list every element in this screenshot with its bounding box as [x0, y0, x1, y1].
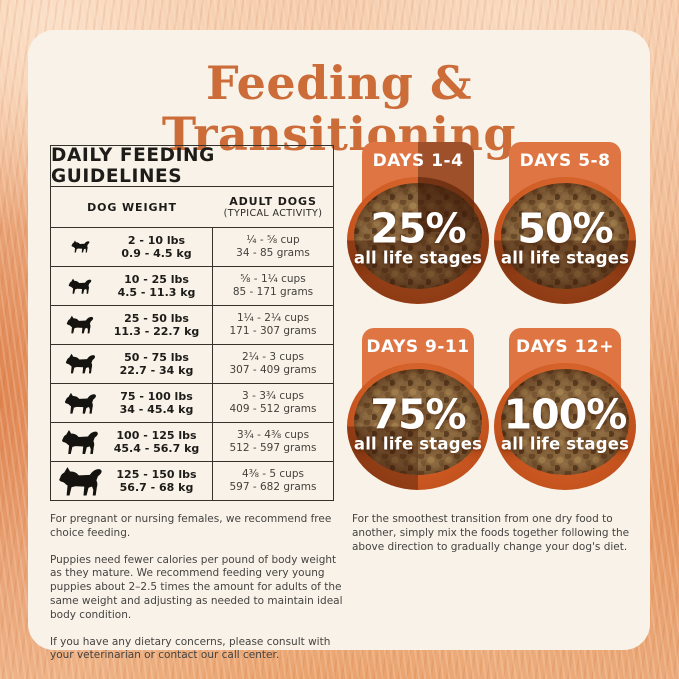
days-badge: DAYS 1-4 [362, 142, 474, 232]
weight-lbs: 75 - 100 lbs [120, 389, 193, 403]
table-row: 100 - 125 lbs 45.4 - 56.7 kg 3¾ - 4⅜ cups… [51, 423, 333, 462]
food-bowl: 100% all life stages [494, 363, 636, 490]
column-header-adult-dogs-line1: ADULT DOGS [229, 195, 317, 208]
kibble-texture [354, 369, 482, 475]
weight-lbs: 2 - 10 lbs [127, 233, 186, 247]
note-puppies: Puppies need fewer calories per pound of… [50, 553, 343, 621]
table-row: 2 - 10 lbs 0.9 - 4.5 kg ¼ - ⅝ cup 34 - 85 … [51, 228, 333, 267]
dog-icon [65, 354, 95, 374]
percent-subtitle: all life stages [353, 247, 483, 267]
table-row: 25 - 50 lbs 11.3 - 22.7 kg 1¼ - 2¼ cups 17… [51, 306, 333, 345]
amount-grams: 597 - 682 grams [229, 481, 317, 493]
dog-icon [66, 316, 94, 334]
table-row: 50 - 75 lbs 22.7 - 34 kg 2¼ - 3 cups 307 -… [51, 345, 333, 384]
dog-icon [68, 278, 92, 294]
days-badge: DAYS 12+ [509, 328, 621, 418]
kibble-texture [501, 369, 629, 475]
amount-cups: ¼ - ⅝ cup [246, 233, 300, 246]
transition-bowl-days-9-11: DAYS 9-11 75% all life stages [344, 326, 492, 498]
kibble-texture [501, 183, 629, 289]
amount-cups: 3¾ - 4⅜ cups [236, 428, 310, 441]
transition-bowl-days-5-8: DAYS 5-8 50% all life stages [491, 140, 639, 312]
kibble-texture [354, 183, 482, 289]
table-header-row: DOG WEIGHT ADULT DOGS (TYPICAL ACTIVITY) [51, 187, 333, 228]
percent-value: 25% [370, 203, 466, 252]
note-pregnant-nursing: For pregnant or nursing females, we reco… [50, 513, 332, 539]
dog-icon [58, 466, 102, 496]
table-row: 125 - 150 lbs 56.7 - 68 kg 4⅜ - 5 cups 597… [51, 462, 333, 500]
table-row: 10 - 25 lbs 4.5 - 11.3 kg ⅝ - 1¼ cups 85 -… [51, 267, 333, 306]
feeding-notes: For pregnant or nursing females, we reco… [50, 513, 344, 676]
table-row: 75 - 100 lbs 34 - 45.4 kg 3 - 3¾ cups 409 … [51, 384, 333, 423]
days-label: DAYS 1-4 [372, 151, 464, 171]
weight-kg: 0.9 - 4.5 kg [121, 247, 192, 260]
transition-note: For the smoothest transition from one dr… [352, 513, 642, 567]
weight-kg: 45.4 - 56.7 kg [113, 442, 200, 455]
days-label: DAYS 9-11 [366, 337, 470, 357]
amount-cups: 4⅜ - 5 cups [242, 467, 304, 480]
days-badge: DAYS 9-11 [362, 328, 474, 418]
feeding-guidelines-table: DAILY FEEDING GUIDELINES DOG WEIGHT ADUL… [50, 145, 334, 501]
dog-icon [71, 240, 89, 253]
weight-lbs: 25 - 50 lbs [124, 311, 189, 325]
weight-kg: 11.3 - 22.7 kg [113, 325, 200, 338]
weight-lbs: 10 - 25 lbs [124, 272, 189, 286]
weight-kg: 34 - 45.4 kg [119, 403, 194, 416]
percent-subtitle: all life stages [353, 433, 483, 453]
transition-bowl-days-12-plus: DAYS 12+ 100% all life stages [491, 326, 639, 498]
food-bowl: 25% all life stages [347, 177, 489, 304]
bowl-shade [347, 363, 489, 490]
column-header-dog-weight: DOG WEIGHT [87, 200, 177, 214]
dog-icon [64, 392, 96, 414]
content-card: Feeding & Transitioning DAILY FEEDING GU… [28, 30, 650, 661]
bowl-shade [347, 177, 489, 304]
weight-lbs: 50 - 75 lbs [124, 350, 189, 364]
percent-subtitle: all life stages [500, 433, 630, 453]
amount-grams: 85 - 171 grams [232, 286, 314, 298]
weight-kg: 22.7 - 34 kg [119, 364, 194, 377]
amount-cups: 3 - 3¾ cups [242, 389, 304, 402]
days-label: DAYS 5-8 [519, 151, 611, 171]
percent-block: 50% all life stages [494, 207, 636, 267]
bowl-shade [494, 177, 636, 304]
amount-cups: 1¼ - 2¼ cups [236, 311, 310, 324]
amount-grams: 171 - 307 grams [229, 325, 317, 337]
note-transition: For the smoothest transition from one dr… [352, 513, 630, 553]
amount-cups: 2¼ - 3 cups [242, 350, 304, 363]
percent-value: 50% [517, 203, 613, 252]
weight-lbs: 125 - 150 lbs [116, 467, 197, 481]
amount-grams: 307 - 409 grams [229, 364, 317, 376]
badge-shade [362, 142, 474, 232]
days-badge: DAYS 5-8 [509, 142, 621, 232]
weight-kg: 4.5 - 11.3 kg [117, 286, 196, 299]
note-dietary-concerns: If you have any dietary concerns, please… [50, 635, 331, 662]
food-bowl: 75% all life stages [347, 363, 489, 490]
percent-value: 100% [503, 389, 628, 438]
percent-block: 100% all life stages [494, 393, 636, 453]
page-title: Feeding & Transitioning [161, 56, 517, 161]
weight-kg: 56.7 - 68 kg [119, 481, 194, 494]
amount-grams: 34 - 85 grams [236, 247, 310, 259]
food-bowl: 50% all life stages [494, 177, 636, 304]
badge-shade [509, 142, 621, 232]
amount-cups: ⅝ - 1¼ cups [240, 272, 306, 285]
amount-grams: 512 - 597 grams [229, 442, 317, 454]
percent-block: 75% all life stages [347, 393, 489, 453]
dog-icon [62, 429, 98, 454]
percent-subtitle: all life stages [500, 247, 630, 267]
percent-block: 25% all life stages [347, 207, 489, 267]
amount-grams: 409 - 512 grams [229, 403, 317, 415]
days-label: DAYS 12+ [515, 337, 614, 357]
badge-shade [362, 328, 474, 418]
percent-value: 75% [370, 389, 466, 438]
column-header-adult-dogs-line2: (TYPICAL ACTIVITY) [223, 208, 323, 219]
transition-bowl-days-1-4: DAYS 1-4 25% all life stages [344, 140, 492, 312]
table-title: DAILY FEEDING GUIDELINES [51, 145, 333, 187]
column-header-adult-dogs: ADULT DOGS (TYPICAL ACTIVITY) [213, 187, 333, 227]
weight-lbs: 100 - 125 lbs [116, 428, 197, 442]
